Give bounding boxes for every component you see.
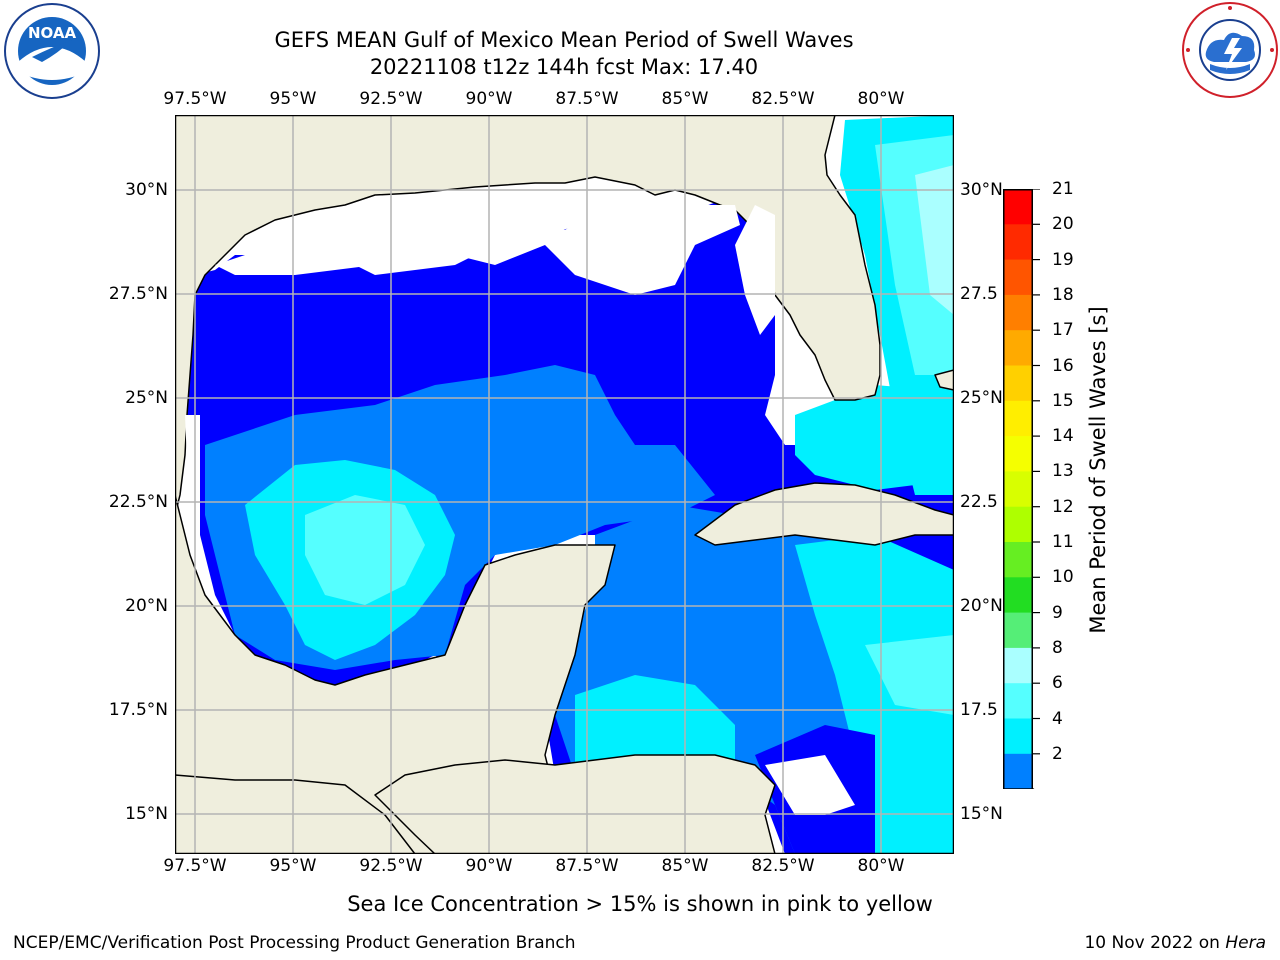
- caption: Sea Ice Concentration > 15% is shown in …: [0, 891, 1280, 917]
- grid-lines: [175, 115, 954, 854]
- x-tick-top: 87.5°W: [555, 89, 619, 109]
- colorbar-tick-label: 18: [1052, 284, 1074, 305]
- x-tick-top: 95°W: [269, 89, 317, 109]
- chart-title: GEFS MEAN Gulf of Mexico Mean Period of …: [274, 28, 854, 52]
- colorbar-segment: [1003, 471, 1033, 508]
- y-tick-right: 30°N: [960, 180, 1003, 200]
- footer-right: 10 Nov 2022 on Hera: [1084, 933, 1266, 953]
- y-tick-left: 15°N: [125, 804, 168, 824]
- x-tick-bottom: 90°W: [465, 856, 513, 876]
- x-tick-bottom: 87.5°W: [555, 856, 619, 876]
- x-tick-top: 82.5°W: [751, 89, 815, 109]
- x-tick-bottom: 85°W: [661, 856, 709, 876]
- colorbar-tick-label: 17: [1052, 320, 1074, 341]
- masked-areas: [185, 205, 855, 815]
- colorbar-frame: [1003, 189, 1033, 789]
- colorbar-segment: [1003, 294, 1033, 331]
- colorbar-segment: [1003, 753, 1033, 789]
- colorbar-label: Mean Period of Swell Waves [s]: [1086, 306, 1110, 634]
- colorbar-tick-label: 21: [1052, 179, 1074, 199]
- colorbar: [1003, 189, 1040, 789]
- colorbar-tick-label: 15: [1052, 390, 1074, 411]
- y-tick-right: 17.5: [960, 700, 998, 720]
- x-tick-bottom: 80°W: [857, 856, 905, 876]
- land-central-america: [374, 754, 776, 854]
- x-tick-bottom: 92.5°W: [359, 856, 423, 876]
- y-tick-left: 17.5°N: [108, 700, 168, 720]
- colorbar-tick-label: 9: [1052, 602, 1063, 623]
- colorbar-tick-label: 11: [1052, 532, 1074, 552]
- y-tick-left: 22.5°N: [108, 492, 168, 512]
- colorbar-tick-label: 2: [1052, 743, 1063, 764]
- land-cuba: [694, 482, 954, 546]
- colorbar-segment: [1003, 189, 1033, 225]
- colorbar-tick-label: 19: [1052, 249, 1074, 270]
- colorbar-segment: [1003, 330, 1033, 366]
- colorbar-segment: [1003, 542, 1033, 578]
- noaa-logo-icon: NOAA: [2, 2, 102, 100]
- colorbar-tick-label: 8: [1052, 637, 1063, 658]
- x-tick-top: 97.5°W: [163, 89, 227, 109]
- y-tick-left: 20°N: [125, 596, 168, 616]
- x-tick-bottom: 97.5°W: [163, 856, 227, 876]
- y-tick-right: 27.5: [960, 284, 998, 304]
- x-tick-top: 80°W: [857, 89, 905, 109]
- y-tick-left: 25°N: [125, 388, 168, 408]
- footer-date: 10 Nov 2022 on: [1084, 933, 1226, 953]
- colorbar-tick-label: 20: [1052, 214, 1074, 235]
- colorbar-segment: [1003, 506, 1033, 543]
- x-tick-bottom: 95°W: [269, 856, 317, 876]
- colorbar-segment: [1003, 224, 1033, 261]
- y-tick-left: 27.5°N: [108, 284, 168, 304]
- colorbar-segment: [1003, 436, 1033, 472]
- noaa-logo-text: NOAA: [28, 24, 77, 42]
- chart-subtitle: 20221108 t12z 144h fcst Max: 17.40: [369, 55, 759, 79]
- y-tick-right: 22.5: [960, 492, 998, 512]
- y-tick-right: 20°N: [960, 596, 1003, 616]
- x-tick-bottom: 82.5°W: [751, 856, 815, 876]
- colorbar-segment: [1003, 365, 1033, 402]
- x-tick-top: 85°W: [661, 89, 709, 109]
- colorbar-tick-label: 10: [1052, 567, 1074, 588]
- y-tick-right: 15°N: [960, 804, 1003, 824]
- footer-left: NCEP/EMC/Verification Post Processing Pr…: [13, 933, 576, 953]
- colorbar-tick-label: 12: [1052, 496, 1074, 517]
- colorbar-segment: [1003, 577, 1033, 614]
- colorbar-tick-label: 13: [1052, 461, 1074, 482]
- x-tick-top: 90°W: [465, 89, 513, 109]
- colorbar-tick-label: 4: [1052, 708, 1063, 729]
- colorbar-segment: [1003, 647, 1033, 684]
- gulf-of-mexico-map: [175, 115, 954, 854]
- colorbar-segment: [1003, 259, 1033, 296]
- colorbar-segment: [1003, 718, 1033, 755]
- nws-logo-icon: [1180, 0, 1280, 100]
- y-tick-left: 30°N: [125, 180, 168, 200]
- caption-text: Sea Ice Concentration > 15% is shown in …: [347, 892, 933, 916]
- map-frame: [175, 115, 954, 854]
- colorbar-segment: [1003, 683, 1033, 719]
- colorbar-tick-label: 6: [1052, 673, 1063, 694]
- colorbar-tick-label: 16: [1052, 355, 1074, 376]
- y-tick-right: 25°N: [960, 388, 1003, 408]
- x-tick-top: 92.5°W: [359, 89, 423, 109]
- colorbar-tick-label: 14: [1052, 426, 1074, 447]
- colorbar-segment: [1003, 400, 1033, 437]
- colorbar-segment: [1003, 612, 1033, 649]
- footer-machine: Hera: [1225, 933, 1266, 953]
